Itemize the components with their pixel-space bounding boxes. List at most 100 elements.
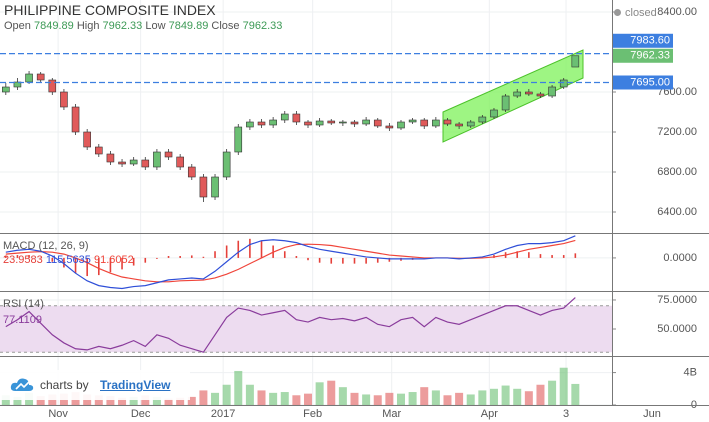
chart-title: PHILIPPINE COMPOSITE INDEX (4, 2, 216, 18)
histogram-bar (342, 257, 344, 264)
ohlc-label: Low (145, 20, 166, 32)
volume-bar (304, 393, 313, 405)
branding-name[interactable]: TradingView (100, 378, 171, 392)
volume-bar (524, 391, 533, 405)
candle-body (164, 151, 173, 158)
histogram-bar (330, 257, 333, 264)
market-status: closed (614, 7, 657, 19)
candle-body (176, 156, 184, 168)
y-tick-label: 0 (691, 399, 697, 411)
candle-body (327, 120, 336, 124)
rsi-band (0, 305, 612, 353)
histogram-bar (249, 238, 251, 258)
volume-bar (338, 387, 347, 405)
y-tick-label: 8400.00 (657, 6, 697, 18)
channel-drawing (442, 49, 584, 143)
candle-body (525, 91, 533, 95)
branding-prefix: charts by (40, 378, 89, 392)
grid (0, 0, 612, 406)
last-price-box (613, 48, 673, 63)
candle-body (94, 146, 103, 155)
histogram-bar (63, 257, 65, 268)
histogram-bar (528, 252, 530, 258)
volume-bar (489, 388, 498, 405)
candle-body (187, 166, 196, 178)
price-label: 7695.00 (630, 76, 670, 88)
branding[interactable]: charts by TradingView (0, 370, 190, 400)
candle-body (466, 121, 475, 127)
candle-body (36, 73, 45, 81)
volume-bar (396, 393, 405, 405)
candle-body (315, 120, 324, 126)
histogram-bar (214, 251, 216, 258)
candle-body (199, 176, 208, 198)
volume-bar (141, 395, 150, 405)
price-label: 7983.60 (630, 35, 670, 47)
volume-bar (408, 392, 417, 405)
x-tick-label: Mar (382, 408, 401, 420)
candle-body (118, 161, 126, 165)
candle-body (362, 119, 370, 125)
volume-bar (501, 385, 510, 405)
y-tick-label: 4B (684, 366, 697, 378)
volume-bar (548, 380, 557, 405)
volume-bar (431, 390, 440, 405)
histogram-bar (551, 255, 553, 258)
volume-bar (350, 392, 359, 405)
candle-body (548, 86, 556, 97)
ohlc-value: 7962.33 (102, 20, 143, 32)
histogram-bar (16, 255, 19, 258)
volume-bar (385, 392, 394, 405)
y-tick-label: 0.0000 (663, 252, 697, 264)
candle-body (455, 123, 463, 127)
histogram-bar (365, 257, 367, 264)
volume-bar (269, 392, 278, 405)
candle-body (60, 91, 68, 108)
histogram-bar (295, 256, 298, 258)
histogram-value: 23.9583 (3, 254, 43, 266)
histogram-bar (353, 257, 356, 264)
ohlc-value: 7962.33 (242, 20, 283, 32)
volume-bar (466, 394, 475, 405)
volume-bar (315, 382, 324, 405)
histogram-bar (97, 257, 100, 276)
candle-body (490, 109, 498, 118)
x-tick-label: Jun (643, 408, 661, 420)
volume-bar (222, 384, 231, 405)
x-tick-label: 3 (563, 408, 569, 420)
volume-bar (164, 398, 173, 405)
volume-bar (245, 384, 254, 405)
ohlc-value: 7849.89 (168, 20, 209, 32)
candle-body (373, 119, 382, 127)
volume-bar (13, 396, 22, 405)
histogram-bar (121, 257, 123, 270)
histogram-bar (516, 251, 519, 258)
candle-body (106, 153, 115, 163)
ohlc-label: Close (211, 20, 240, 32)
candle-body (397, 121, 405, 129)
histogram-bar (51, 257, 54, 262)
ohlc-label: Open (4, 20, 31, 32)
candle-body (83, 131, 91, 148)
histogram-bar (5, 256, 7, 258)
volume-bar (513, 388, 522, 405)
candle-body (48, 79, 57, 93)
candle-body (222, 151, 231, 178)
histogram-bar (167, 256, 170, 258)
status-text: closed (625, 7, 657, 19)
y-tick-label: 6400.00 (657, 206, 697, 218)
candle-body (501, 95, 510, 111)
histogram-bar (562, 255, 565, 258)
histogram-bar (574, 253, 577, 258)
ohlc-label: High (76, 20, 100, 32)
candle-body (257, 121, 266, 126)
rsi-value: 77.1109 (3, 314, 42, 326)
volume-bar (292, 395, 301, 405)
status-dot (614, 9, 621, 16)
histogram-bar (144, 257, 147, 263)
last-price-label: 7962.33 (630, 50, 670, 62)
candle-body (71, 106, 80, 133)
